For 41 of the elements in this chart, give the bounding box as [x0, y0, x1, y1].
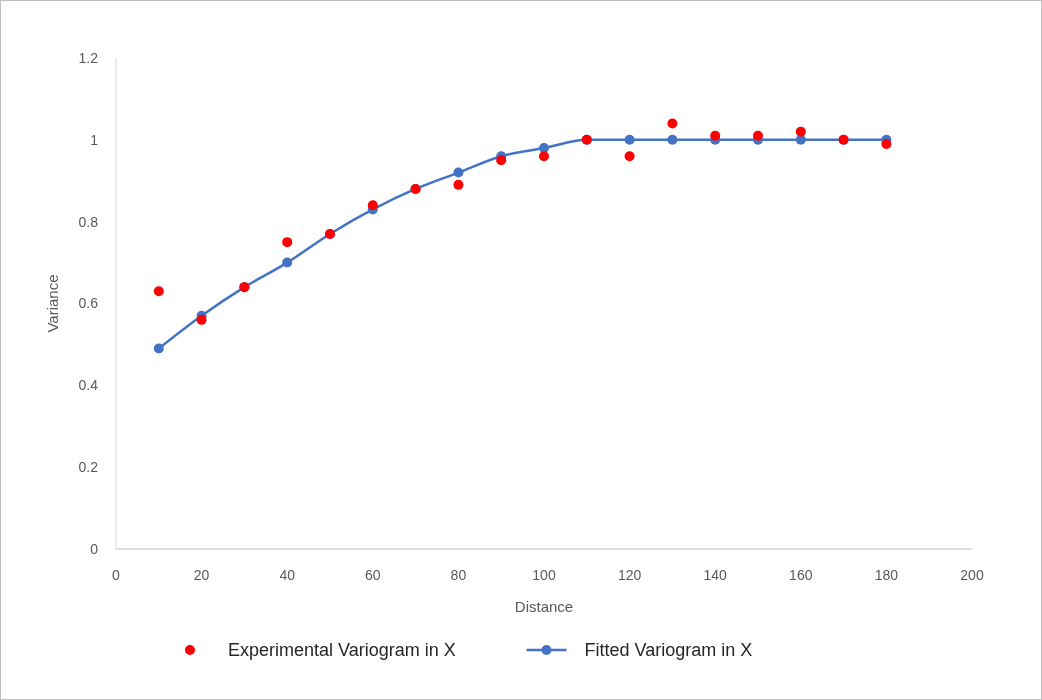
point: [367, 200, 378, 211]
point: [753, 130, 763, 141]
y-axis-title: Variance: [44, 274, 61, 333]
x-tick-label: 40: [279, 567, 296, 583]
point: [710, 130, 721, 141]
x-axis-title: Distance: [514, 598, 574, 615]
point: [624, 134, 635, 145]
point: [496, 155, 507, 166]
x-tick-label: 140: [703, 567, 728, 583]
legend-label: Fitted Variogram in X: [584, 640, 753, 661]
point: [667, 118, 678, 129]
point: [539, 151, 549, 162]
x-tick-label: 100: [532, 567, 556, 583]
y-tick-label: 0.4: [78, 377, 99, 394]
point: [667, 134, 678, 145]
point: [795, 134, 806, 145]
y-tick-label: 1: [90, 131, 99, 148]
point: [282, 237, 293, 248]
y-tick-label: 0: [90, 540, 99, 557]
point: [881, 138, 892, 149]
x-tick-label: 160: [789, 567, 813, 583]
point: [453, 179, 464, 190]
point: [153, 343, 164, 354]
point: [795, 126, 806, 137]
y-tick-label: 0.2: [78, 459, 99, 476]
y-tick-label: 1.2: [78, 49, 99, 66]
x-tick-label: 80: [450, 567, 467, 583]
x-tick-label: 20: [193, 567, 210, 583]
point: [153, 286, 164, 297]
point: [282, 257, 293, 268]
x-tick-label: 180: [874, 567, 899, 583]
x-tick-label: 60: [365, 567, 381, 583]
x-tick-label: 200: [960, 567, 984, 583]
legend-label: Experimental Variogram in X: [228, 640, 456, 661]
y-tick-label: 0.8: [78, 213, 99, 230]
x-tick-label: 0: [112, 567, 121, 583]
point: [453, 167, 464, 178]
point: [624, 151, 635, 162]
x-tick-label: 120: [617, 567, 642, 583]
y-tick-label: 0.6: [78, 295, 99, 312]
point: [196, 314, 207, 325]
